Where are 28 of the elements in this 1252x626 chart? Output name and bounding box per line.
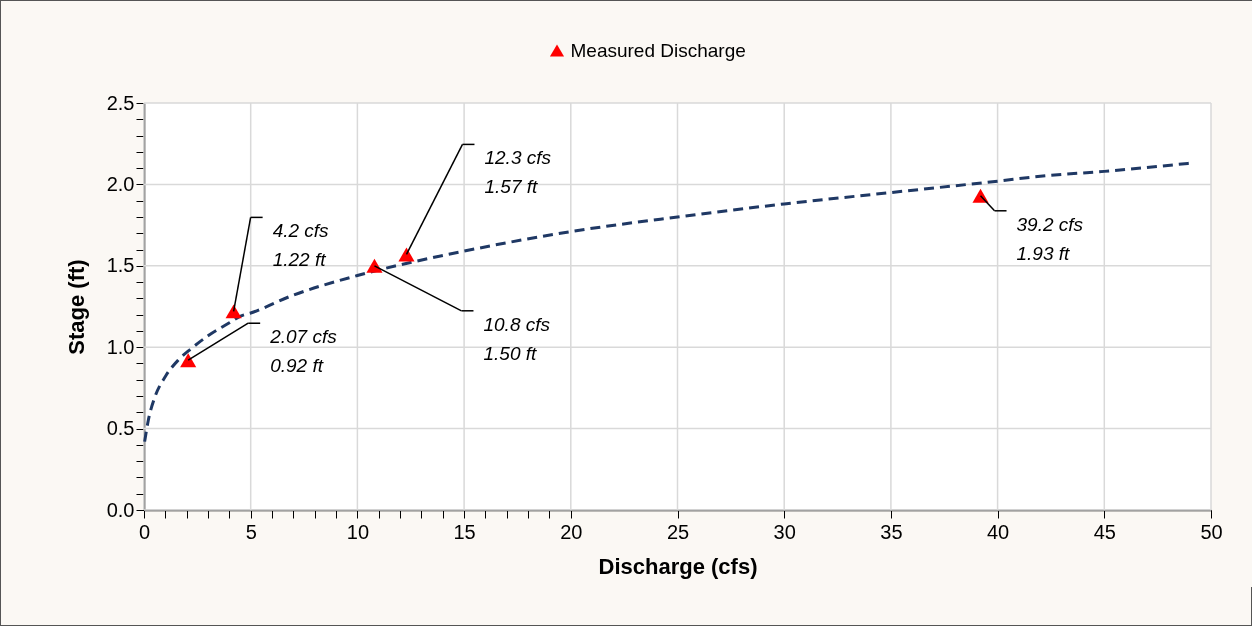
annotation: 4.2 cfs 1.22 ft xyxy=(272,220,330,271)
point xyxy=(398,247,415,262)
y-tick-label: 2.5 xyxy=(106,91,135,114)
x-tick-label: 50 xyxy=(1200,520,1223,543)
x-tick-label: 10 xyxy=(346,520,370,543)
x-tick-label: 25 xyxy=(666,520,690,543)
x-tick-label: 0 xyxy=(138,520,151,543)
point xyxy=(366,258,383,273)
x-tick-label: 30 xyxy=(773,520,796,543)
y-tick-label: 0.0 xyxy=(106,498,135,521)
y-tick-label: 1.5 xyxy=(106,254,135,277)
y-tick-label: 1.0 xyxy=(106,335,135,358)
x-tick-label: 15 xyxy=(453,520,476,543)
x-tick-label: 45 xyxy=(1093,520,1116,543)
annotation: 39.2 cfs 1.93 ft xyxy=(1016,213,1084,264)
annotation: 2.07 cfs 0.92 ft xyxy=(269,326,338,377)
legend-label: Measured Discharge xyxy=(570,39,746,61)
y-tick-label: 2.0 xyxy=(106,172,135,195)
annotation: 10.8 cfs 1.50 ft xyxy=(483,313,551,364)
x-axis-title: Discharge (cfs) xyxy=(598,553,758,579)
x-tick-label: 5 xyxy=(245,520,257,543)
y-tick-label: 0.5 xyxy=(106,417,135,440)
annotation: 12.3 cfs 1.57 ft xyxy=(484,147,552,198)
y-axis-title: Stage (ft) xyxy=(63,259,89,355)
x-tick-label: 20 xyxy=(560,520,583,543)
point xyxy=(180,353,197,368)
x-tick-label: 35 xyxy=(880,520,903,543)
x-tick-label: 40 xyxy=(986,520,1010,543)
